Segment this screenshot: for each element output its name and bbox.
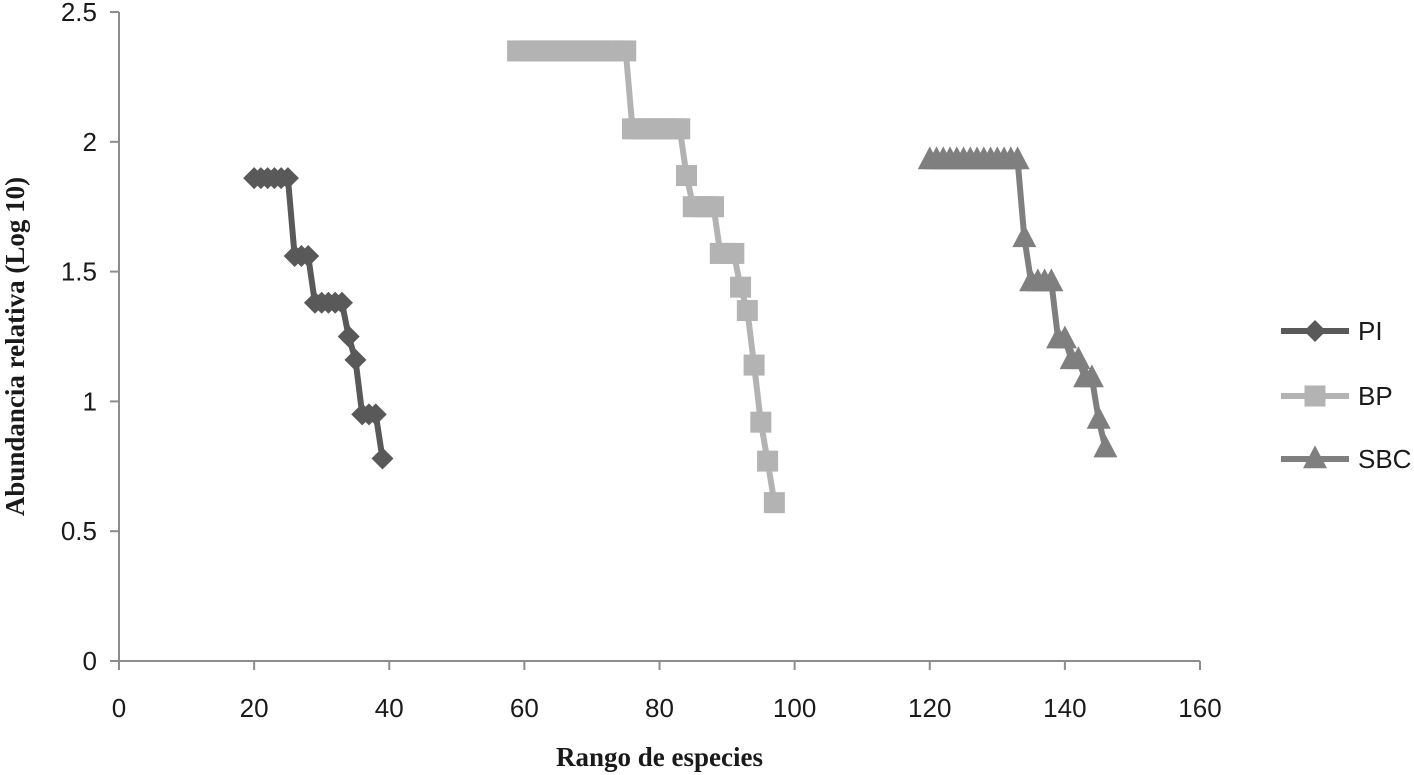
data-point-bp: [757, 450, 779, 472]
data-point-bp: [763, 492, 785, 514]
legend-label-pi: PI: [1358, 316, 1383, 346]
legend-marker-pi: [1304, 320, 1326, 342]
legend-marker-sbc: [1303, 445, 1327, 469]
data-point-sbc: [1086, 405, 1111, 429]
x-tick-label: 100: [773, 693, 816, 723]
data-point-sbc: [1066, 346, 1091, 370]
x-tick-label: 160: [1178, 693, 1221, 723]
y-tick-label: 2: [83, 127, 97, 157]
data-point-bp: [743, 354, 765, 376]
data-point-pi: [344, 348, 367, 371]
legend-label-bp: BP: [1358, 381, 1393, 411]
data-point-sbc: [1039, 268, 1064, 292]
data-point-pi: [371, 447, 394, 470]
y-tick-label: 0.5: [61, 516, 97, 546]
data-point-bp: [723, 242, 745, 264]
x-tick-label: 0: [112, 693, 126, 723]
x-tick-label: 60: [510, 693, 539, 723]
data-point-pi: [364, 403, 387, 426]
legend-label-sbc: SBC: [1358, 444, 1411, 474]
x-tick-label: 140: [1043, 693, 1086, 723]
data-point-sbc: [1012, 224, 1037, 248]
ticks: 0 0.5 1 1.5 2 2.5 0 20 40 60 80 100 120 140 160: [61, 0, 1222, 723]
data-point-bp: [736, 300, 758, 322]
axes: [118, 12, 1200, 662]
data-point-bp: [703, 196, 725, 218]
y-tick-label: 2.5: [61, 0, 97, 27]
y-tick-label: 0: [83, 646, 97, 676]
data-point-pi: [276, 167, 299, 190]
legend-item-pi: PI: [1281, 316, 1383, 346]
series-group: [243, 40, 1118, 514]
series-bp: [507, 40, 785, 514]
legend-marker-bp: [1304, 385, 1326, 407]
data-point-sbc: [1005, 146, 1030, 170]
y-tick-label: 1: [83, 386, 97, 416]
data-point-sbc: [1093, 434, 1118, 458]
y-tick-label: 1.5: [61, 257, 97, 287]
series-line-sbc: [929, 156, 1109, 449]
legend-item-sbc: SBC: [1281, 444, 1411, 474]
data-point-bp: [615, 40, 637, 62]
y-axis-title: Abundancia relativa (Log 10): [0, 177, 30, 516]
series-pi: [243, 167, 394, 470]
x-tick-label: 40: [375, 693, 404, 723]
data-point-pi: [330, 291, 353, 314]
data-point-bp: [676, 165, 698, 187]
data-point-pi: [337, 325, 360, 348]
x-tick-label: 120: [908, 693, 951, 723]
data-point-bp: [750, 411, 772, 433]
data-point-sbc: [1052, 325, 1077, 349]
data-point-bp: [730, 276, 752, 298]
data-point-pi: [297, 245, 320, 268]
x-tick-label: 20: [240, 693, 269, 723]
data-point-sbc: [1079, 364, 1104, 388]
legend: PI BP SBC: [1281, 316, 1411, 474]
legend-item-bp: BP: [1281, 381, 1393, 411]
series-sbc: [917, 146, 1118, 458]
x-tick-label: 80: [645, 693, 674, 723]
x-axis-title: Rango de especies: [556, 742, 763, 772]
data-point-bp: [669, 118, 691, 140]
